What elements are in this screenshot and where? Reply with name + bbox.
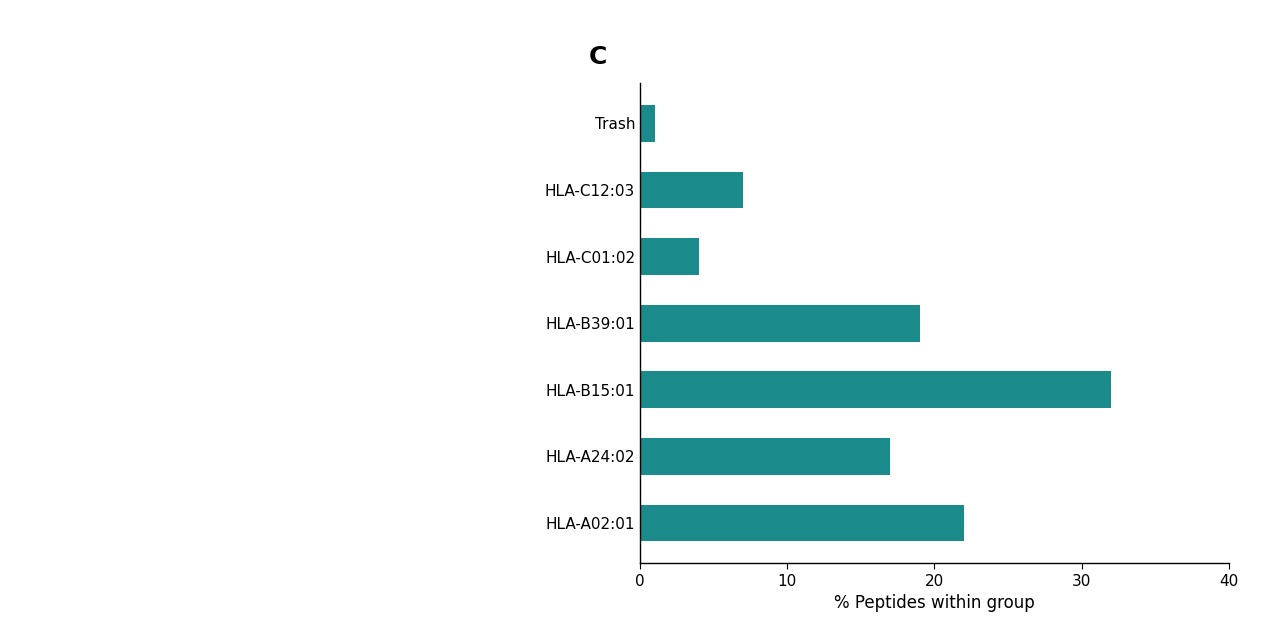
Bar xyxy=(640,438,891,475)
Bar xyxy=(640,371,1111,408)
Bar xyxy=(640,505,964,541)
Bar xyxy=(640,305,919,342)
X-axis label: % Peptides within group: % Peptides within group xyxy=(835,594,1034,612)
Text: C: C xyxy=(589,45,607,69)
Bar xyxy=(640,238,699,275)
Bar xyxy=(640,105,655,141)
Bar xyxy=(640,172,742,208)
